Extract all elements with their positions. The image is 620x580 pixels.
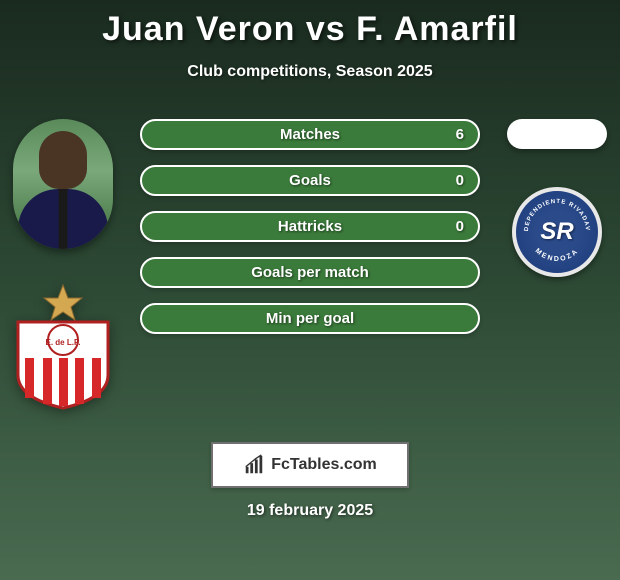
stat-bar-goals: Goals 0 bbox=[140, 165, 480, 196]
page-subtitle: Club competitions, Season 2025 bbox=[0, 63, 620, 81]
source-logo-text: FcTables.com bbox=[271, 456, 377, 474]
chart-icon bbox=[243, 454, 265, 476]
page-title: Juan Veron vs F. Amarfil bbox=[0, 0, 620, 49]
stat-bar-min-per-goal: Min per goal bbox=[140, 303, 480, 334]
stat-label: Goals bbox=[289, 172, 331, 189]
stat-right-value: 0 bbox=[456, 172, 464, 189]
comparison-content: E. de L.P. Matches 6 Goals 0 Hattricks bbox=[0, 119, 620, 412]
stat-bar-matches: Matches 6 bbox=[140, 119, 480, 150]
player1-column: E. de L.P. bbox=[8, 119, 118, 412]
stat-label: Min per goal bbox=[266, 310, 354, 327]
player1-photo bbox=[13, 119, 113, 249]
svg-text:MENDOZA: MENDOZA bbox=[534, 247, 581, 263]
stat-right-value: 6 bbox=[456, 126, 464, 143]
stat-bar-goals-per-match: Goals per match bbox=[140, 257, 480, 288]
svg-text:INDEPENDIENTE RIVADAVIA: INDEPENDIENTE RIVADAVIA bbox=[516, 191, 590, 232]
footer-date: 19 february 2025 bbox=[247, 502, 373, 520]
stats-column: Matches 6 Goals 0 Hattricks 0 Goals per … bbox=[140, 119, 480, 334]
stat-bar-hattricks: Hattricks 0 bbox=[140, 211, 480, 242]
source-logo: FcTables.com bbox=[211, 442, 409, 488]
stat-label: Hattricks bbox=[278, 218, 342, 235]
player1-club-badge: E. de L.P. bbox=[3, 277, 123, 412]
page-footer: FcTables.com 19 february 2025 bbox=[0, 442, 620, 520]
player2-column: INDEPENDIENTE RIVADAVIA MENDOZA SR bbox=[502, 119, 612, 277]
stat-label: Matches bbox=[280, 126, 340, 143]
stat-right-value: 0 bbox=[456, 218, 464, 235]
stat-label: Goals per match bbox=[251, 264, 369, 281]
svg-text:E. de L.P.: E. de L.P. bbox=[46, 338, 81, 347]
player2-photo-placeholder bbox=[507, 119, 607, 149]
player2-club-badge: INDEPENDIENTE RIVADAVIA MENDOZA SR bbox=[512, 187, 602, 277]
